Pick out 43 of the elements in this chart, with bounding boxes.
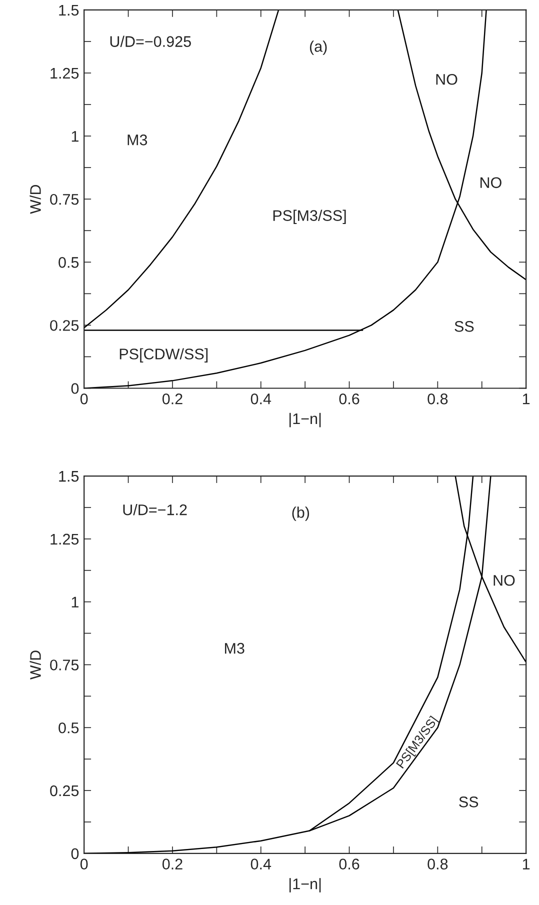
y-tick-label: 0.75: [50, 660, 79, 670]
x-tick-label: 0.6: [339, 394, 360, 404]
y-tick-label: 0.25: [50, 320, 79, 331]
annotation: M3: [225, 642, 244, 654]
y-tick-label: 0.25: [50, 785, 79, 796]
annotation: NO: [436, 74, 458, 85]
y-tick-label: 1.25: [50, 68, 79, 79]
annotation: NO: [494, 574, 515, 586]
x-tick-label: 0.2: [162, 394, 182, 404]
y-tick-label: 0.5: [58, 722, 79, 734]
annotation: M3: [128, 134, 148, 146]
annotation: SS: [459, 796, 478, 808]
y-tick-label: 1.5: [59, 4, 79, 16]
y-tick-label: 0: [71, 383, 79, 394]
x-tick-label: 0: [80, 394, 88, 404]
y-tick-label: 1: [72, 131, 78, 142]
x-tick-label: 0.4: [250, 858, 272, 870]
x-axis-title: |1−n|: [290, 412, 321, 428]
y-axis-title: W/D: [30, 184, 41, 214]
x-tick-label: 0.8: [428, 394, 448, 404]
x-tick-label: 1: [522, 394, 530, 404]
y-tick-label: 0: [71, 848, 79, 860]
x-tick-label: 0.2: [162, 858, 182, 870]
annotation: SS: [454, 321, 474, 332]
annotation: PS[CDW/SS]: [120, 348, 208, 362]
y-axis-title: W/D: [30, 650, 41, 680]
y-tick-label: 0.5: [58, 257, 79, 268]
y-tick-label: 1.5: [59, 471, 79, 482]
x-tick-label: 0: [80, 858, 88, 870]
x-tick-label: 0.6: [339, 858, 360, 870]
annotation: PS[M3/SS]: [273, 210, 346, 224]
y-tick-label: 0.75: [50, 194, 79, 205]
annotation: (a): [310, 40, 327, 55]
annotation: (b): [292, 506, 310, 521]
x-tick-label: 1: [522, 858, 530, 870]
x-tick-label: 0.4: [250, 394, 272, 404]
x-axis-title: |1−n|: [290, 878, 321, 892]
x-tick-label: 0.8: [428, 858, 448, 870]
annotation: U/D=−0.925: [110, 36, 191, 47]
y-tick-label: 1: [72, 596, 78, 608]
annotation: U/D=−1.2: [123, 504, 187, 516]
annotation: NO: [480, 177, 502, 188]
y-tick-label: 1.25: [50, 534, 79, 545]
